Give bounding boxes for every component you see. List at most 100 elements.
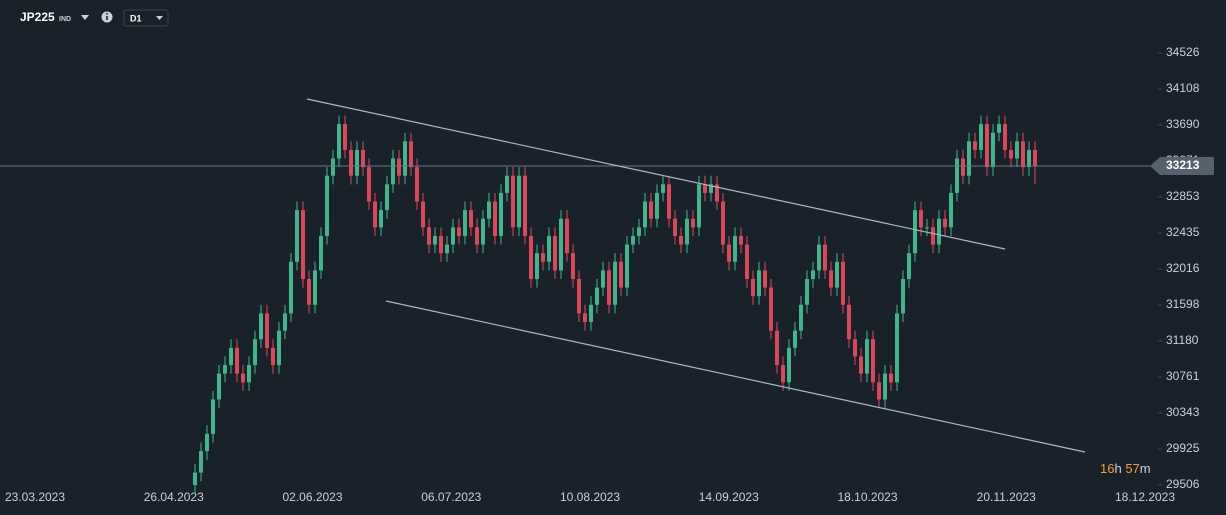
symbol-dropdown[interactable] [81, 15, 89, 20]
candle-body [829, 270, 833, 288]
candle-body [979, 124, 983, 150]
y-tick-label: 31598 [1166, 297, 1200, 311]
candle-body [703, 184, 707, 193]
y-tick-label: 29925 [1166, 441, 1200, 455]
candle-body [553, 235, 557, 271]
candle-body [523, 175, 527, 236]
x-tick-label: 26.04.2023 [144, 490, 204, 504]
candle-body [673, 218, 677, 236]
candle-body [625, 244, 629, 288]
candle-body [955, 158, 959, 193]
candle-body [901, 278, 905, 314]
candle-body [817, 244, 821, 271]
candle-body [367, 167, 371, 202]
candle-body [1033, 149, 1037, 166]
candle-body [241, 373, 245, 383]
candle-body [559, 218, 563, 271]
candle-body [355, 149, 359, 176]
candle-body [427, 227, 431, 245]
candle-body [505, 175, 509, 193]
candle-body [379, 210, 383, 228]
candle-body [937, 218, 941, 245]
countdown-unit: h [1114, 461, 1121, 476]
candle-body [721, 201, 725, 245]
candle-body [991, 132, 995, 168]
y-tick-label: 32016 [1166, 261, 1200, 275]
candle-body [277, 330, 281, 366]
candle-body [913, 210, 917, 254]
candle-body [595, 287, 599, 305]
candle-body [877, 382, 881, 400]
candle-body [655, 192, 659, 219]
candle-body [691, 218, 695, 228]
timeframe-select[interactable] [123, 9, 169, 27]
candle-body [547, 235, 551, 262]
candle-body [253, 339, 257, 366]
candle-body [805, 278, 809, 305]
candle-body [439, 235, 443, 254]
candle-body [931, 227, 935, 245]
candle-body [463, 210, 467, 236]
candle-body [493, 201, 497, 236]
candle-body [313, 270, 317, 305]
candle-body [601, 270, 605, 288]
x-tick-label: 18.10.2023 [837, 490, 897, 504]
candle-body [271, 347, 275, 366]
candle-body [589, 304, 593, 323]
candle-body [265, 313, 269, 348]
candle-body [613, 261, 617, 305]
x-tick-label: 06.07.2023 [421, 490, 481, 504]
candle-body [487, 201, 491, 219]
symbol[interactable]: JP225 [20, 10, 55, 24]
candle-body [847, 304, 851, 340]
candle-body [535, 253, 539, 279]
candle-body [373, 201, 377, 228]
candle-body [433, 235, 437, 245]
candle-body [499, 192, 503, 236]
info-glyph [106, 13, 108, 15]
candle-body [529, 235, 533, 279]
candle-body [397, 158, 401, 176]
x-tick-label: 02.06.2023 [282, 490, 342, 504]
candle-body [619, 261, 623, 288]
candle-body [949, 192, 953, 228]
price-label-box [1150, 156, 1214, 175]
candle-body [919, 210, 923, 228]
candle-body [799, 304, 803, 331]
candle-body [235, 347, 239, 374]
candle-body [643, 201, 647, 228]
candle-body [301, 210, 305, 279]
candle-body [475, 227, 479, 245]
candle-body [421, 201, 425, 228]
candle-body [217, 373, 221, 400]
candle-body [415, 167, 419, 202]
candle-body [469, 210, 473, 228]
x-tick-label: 20.11.2023 [977, 490, 1036, 504]
candle-body [685, 218, 689, 245]
y-tick-label: 30343 [1166, 405, 1200, 419]
candle-body [751, 278, 755, 297]
candle-body [259, 313, 263, 340]
candle-body [445, 244, 449, 254]
candle-body [733, 235, 737, 262]
countdown-hours: 16 [1100, 461, 1114, 476]
candle-body [223, 365, 227, 374]
candle-body [583, 313, 587, 323]
candle-body [709, 184, 713, 193]
timeframe-dropdown [156, 16, 163, 20]
candle-body [319, 235, 323, 271]
y-tick-label: 34108 [1166, 81, 1200, 95]
candle-body [283, 313, 287, 331]
x-tick-label: 14.09.2023 [699, 490, 759, 504]
countdown: 16h 57m [1100, 461, 1151, 476]
candle-body [649, 201, 653, 219]
candle-body [481, 218, 485, 245]
candle-body [745, 244, 749, 279]
candle-body [865, 339, 869, 374]
candle-body [193, 472, 197, 485]
y-tick-label: 32435 [1166, 225, 1200, 239]
candle-body [871, 339, 875, 383]
x-tick-label: 23.03.2023 [5, 490, 65, 504]
candle-body [907, 253, 911, 279]
candle-body [739, 235, 743, 245]
